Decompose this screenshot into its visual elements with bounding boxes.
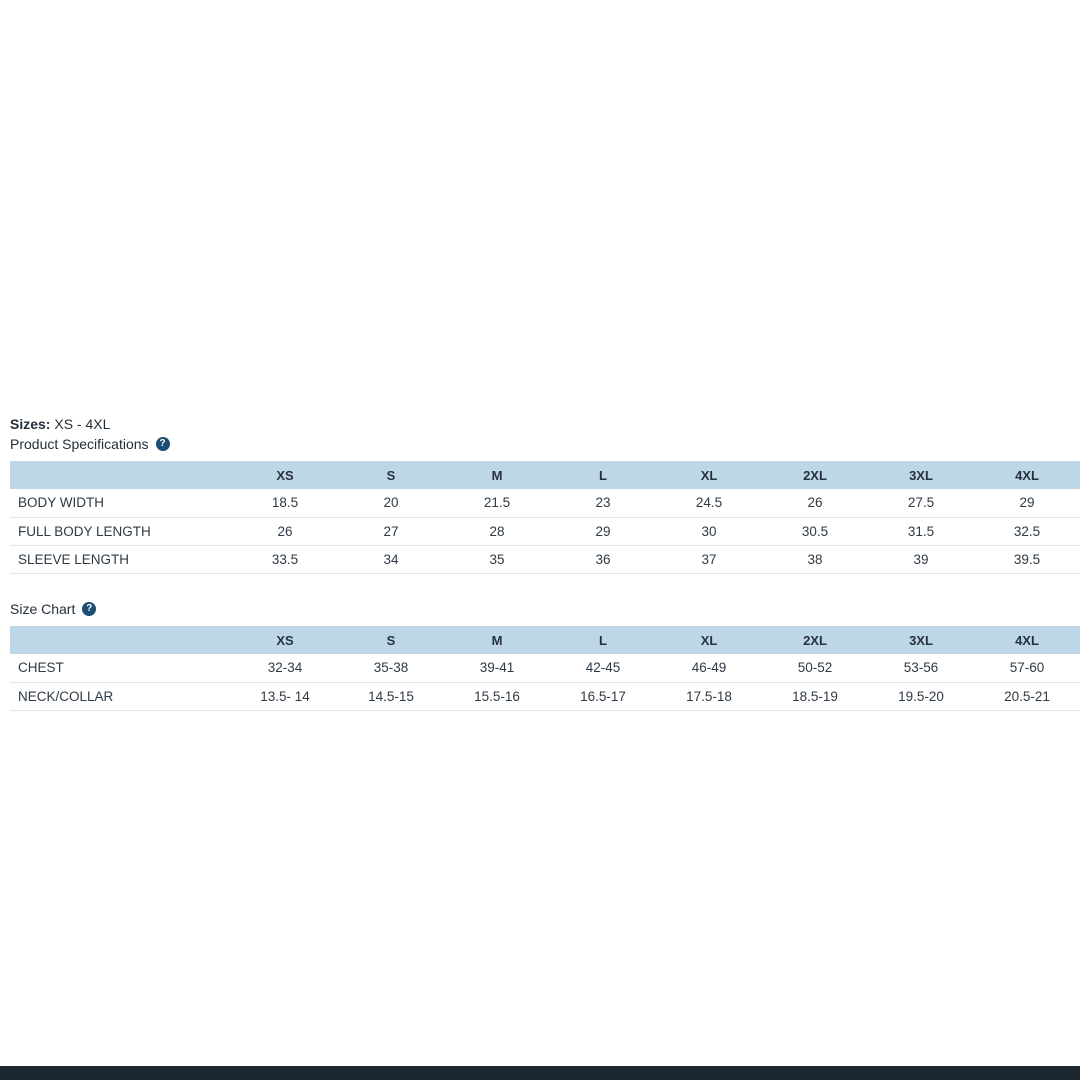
cell-value: 46-49 (656, 654, 762, 683)
cell-value: 39 (868, 545, 974, 574)
cell-value: 39.5 (974, 545, 1080, 574)
cell-value: 37 (656, 545, 762, 574)
column-header: L (550, 461, 656, 489)
column-header: M (444, 461, 550, 489)
column-header: 4XL (974, 626, 1080, 654)
cell-value: 27.5 (868, 489, 974, 518)
row-label: BODY WIDTH (10, 489, 232, 518)
cell-value: 53-56 (868, 654, 974, 683)
column-header: 3XL (868, 626, 974, 654)
cell-value: 21.5 (444, 489, 550, 518)
sizes-label: Sizes: (10, 416, 51, 432)
table-row: SLEEVE LENGTH 33.5 34 35 36 37 38 39 39.… (10, 545, 1080, 574)
cell-value: 31.5 (868, 517, 974, 546)
cell-value: 17.5-18 (656, 682, 762, 711)
cell-value: 39-41 (444, 654, 550, 683)
row-label: FULL BODY LENGTH (10, 517, 232, 546)
cell-value: 24.5 (656, 489, 762, 518)
column-header: S (338, 626, 444, 654)
cell-value: 26 (232, 517, 338, 546)
column-header: 2XL (762, 626, 868, 654)
cell-value: 20 (338, 489, 444, 518)
cell-value: 20.5-21 (974, 682, 1080, 711)
cell-value: 35 (444, 545, 550, 574)
column-header: L (550, 626, 656, 654)
table-row: BODY WIDTH 18.5 20 21.5 23 24.5 26 27.5 … (10, 489, 1080, 518)
cell-value: 13.5- 14 (232, 682, 338, 711)
size-chart-title-text: Size Chart (10, 601, 76, 617)
column-header: XS (232, 626, 338, 654)
cell-value: 32.5 (974, 517, 1080, 546)
cell-value: 28 (444, 517, 550, 546)
table-header-row: XS S M L XL 2XL 3XL 4XL (10, 461, 1080, 489)
column-header: S (338, 461, 444, 489)
cell-value: 33.5 (232, 545, 338, 574)
column-header: XL (656, 461, 762, 489)
cell-value: 50-52 (762, 654, 868, 683)
cell-value: 30 (656, 517, 762, 546)
cell-value: 16.5-17 (550, 682, 656, 711)
column-header-empty (10, 626, 232, 654)
cell-value: 38 (762, 545, 868, 574)
help-icon[interactable]: ? (82, 602, 97, 616)
size-chart-table: XS S M L XL 2XL 3XL 4XL CHEST 32-34 35-3… (10, 626, 1080, 711)
column-header: 4XL (974, 461, 1080, 489)
size-chart-title: Size Chart ? (10, 601, 97, 617)
footer-bar (0, 1066, 1080, 1080)
cell-value: 30.5 (762, 517, 868, 546)
row-label: SLEEVE LENGTH (10, 545, 232, 574)
column-header: 2XL (762, 461, 868, 489)
cell-value: 18.5-19 (762, 682, 868, 711)
cell-value: 29 (550, 517, 656, 546)
cell-value: 26 (762, 489, 868, 518)
table-row: CHEST 32-34 35-38 39-41 42-45 46-49 50-5… (10, 654, 1080, 683)
table-row: FULL BODY LENGTH 26 27 28 29 30 30.5 31.… (10, 517, 1080, 546)
cell-value: 15.5-16 (444, 682, 550, 711)
cell-value: 18.5 (232, 489, 338, 518)
cell-value: 35-38 (338, 654, 444, 683)
cell-value: 32-34 (232, 654, 338, 683)
cell-value: 29 (974, 489, 1080, 518)
cell-value: 14.5-15 (338, 682, 444, 711)
column-header: XS (232, 461, 338, 489)
column-header-empty (10, 461, 232, 489)
cell-value: 23 (550, 489, 656, 518)
column-header: 3XL (868, 461, 974, 489)
table-header-row: XS S M L XL 2XL 3XL 4XL (10, 626, 1080, 654)
cell-value: 34 (338, 545, 444, 574)
product-specifications-title: Product Specifications ? (10, 436, 170, 452)
sizes-value: XS - 4XL (54, 416, 111, 432)
cell-value: 42-45 (550, 654, 656, 683)
table-row: NECK/COLLAR 13.5- 14 14.5-15 15.5-16 16.… (10, 682, 1080, 711)
product-specifications-title-text: Product Specifications (10, 436, 149, 452)
cell-value: 57-60 (974, 654, 1080, 683)
sizes-line: Sizes: XS - 4XL (10, 416, 110, 432)
help-icon[interactable]: ? (155, 437, 170, 451)
cell-value: 19.5-20 (868, 682, 974, 711)
cell-value: 36 (550, 545, 656, 574)
column-header: XL (656, 626, 762, 654)
row-label: NECK/COLLAR (10, 682, 232, 711)
row-label: CHEST (10, 654, 232, 683)
product-specifications-table: XS S M L XL 2XL 3XL 4XL BODY WIDTH 18.5 … (10, 461, 1080, 574)
column-header: M (444, 626, 550, 654)
cell-value: 27 (338, 517, 444, 546)
